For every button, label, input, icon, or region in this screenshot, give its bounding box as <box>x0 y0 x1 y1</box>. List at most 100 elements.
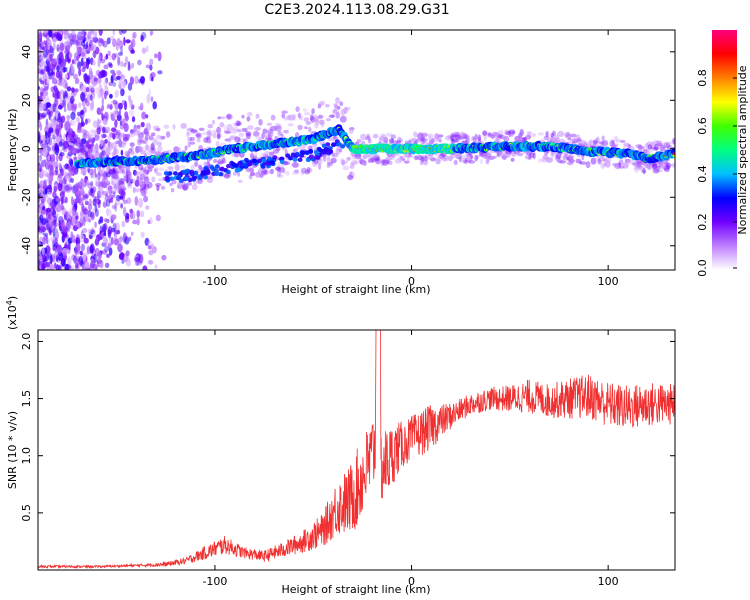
spectrogram-noise-blob <box>88 218 91 223</box>
spectrogram-halo-blob <box>232 171 237 176</box>
spectrogram-halo-blob <box>350 160 357 166</box>
spectrogram-noise-blob <box>92 36 99 43</box>
spectrogram-x-axis-title: Height of straight line (km) <box>281 283 430 296</box>
spectrogram-halo-blob <box>262 128 268 134</box>
spectrogram-halo-blob <box>348 127 354 134</box>
spectrogram-halo-blob <box>90 168 95 174</box>
spectrogram-halo-blob <box>110 142 118 149</box>
spectrogram-noise-blob <box>56 44 60 52</box>
spectrogram-halo-blob <box>434 133 440 140</box>
spectrogram-noise-blob <box>106 104 110 109</box>
spectrogram-noise-blob <box>100 69 105 79</box>
colorbar-tick-label: 0.0 <box>696 259 709 277</box>
spectrogram-halo-blob <box>155 127 161 132</box>
spectrogram-halo-blob <box>139 177 143 184</box>
spectrogram-noise-blob <box>108 140 111 149</box>
spectrogram-halo-blob <box>457 133 463 138</box>
spectrogram-halo-blob <box>551 152 555 159</box>
spectrogram-noise-blob <box>43 170 48 177</box>
spectrogram-halo-blob <box>518 139 524 144</box>
spectrogram-halo-blob <box>140 131 148 135</box>
spectrogram-noise-blob <box>112 111 118 116</box>
spectrogram-halo-blob <box>601 135 605 141</box>
spectrogram-noise-blob <box>112 192 116 199</box>
spectrogram-halo-blob <box>142 189 148 195</box>
spectrogram-noise-blob <box>94 150 100 158</box>
spectrogram-halo-blob <box>511 130 516 135</box>
spectrogram-halo-blob <box>577 137 581 140</box>
spectrogram-halo-blob <box>167 166 174 170</box>
spectrogram-noise-blob <box>101 190 104 195</box>
spectrogram-noise-blob <box>146 93 151 104</box>
spectrogram-noise-blob <box>68 241 71 251</box>
spectrogram-halo-blob <box>151 176 156 183</box>
spectrogram-noise-blob <box>60 218 65 228</box>
spectrogram-halo-blob <box>518 132 523 139</box>
spectrogram-halo-blob <box>619 165 625 169</box>
spectrogram-noise-blob <box>71 87 75 93</box>
spectrogram-halo-blob <box>147 145 151 153</box>
spectrogram-halo-blob <box>332 136 338 140</box>
spectrogram-halo-blob <box>373 156 379 162</box>
spectrogram-halo-blob <box>70 149 75 156</box>
spectrogram-noise-blob <box>86 133 92 141</box>
spectrogram-noise-blob <box>121 80 127 88</box>
spectrogram-halo-blob <box>652 168 660 174</box>
spectrogram-halo-blob <box>431 137 435 144</box>
spectrogram-noise-blob <box>57 173 61 179</box>
spectrogram-halo-blob <box>554 154 561 161</box>
spectrogram-halo-blob <box>137 138 142 146</box>
spectrogram-halo-blob <box>644 162 649 169</box>
spectrogram-noise-blob <box>98 52 103 61</box>
spectrogram-halo-blob <box>190 141 196 145</box>
spectrogram-x-tick-label: 100 <box>598 275 619 288</box>
spectrogram-noise-blob <box>149 217 153 224</box>
spectrogram-noise-blob <box>86 75 91 85</box>
spectrogram-halo-blob <box>64 175 71 180</box>
spectrogram-noise-blob <box>97 202 101 209</box>
spectrogram-noise-blob <box>70 178 74 183</box>
spectrogram-noise-blob <box>92 198 97 207</box>
spectrogram-halo-blob <box>623 156 628 160</box>
spectrogram-halo-blob <box>349 171 353 178</box>
spectrogram-halo-blob <box>246 116 251 122</box>
spectrogram-halo-blob <box>580 140 587 145</box>
spectrogram-noise-blob <box>145 64 151 69</box>
spectrogram-halo-blob <box>460 131 465 139</box>
spectrogram-noise-blob <box>102 181 108 189</box>
spectrogram-noise-blob <box>124 56 129 65</box>
spectrogram-noise-blob <box>112 172 118 180</box>
spectrogram-noise-blob <box>137 59 142 66</box>
spectrogram-halo-blob <box>307 166 311 173</box>
spectrogram-halo-blob <box>363 160 367 167</box>
spectrogram-noise-blob <box>70 166 76 176</box>
spectrogram-noise-blob <box>66 86 72 92</box>
spectrogram-halo-blob <box>130 146 134 152</box>
spectrogram-halo-blob <box>97 165 102 172</box>
spectrogram-halo-blob <box>226 127 230 135</box>
spectrogram-halo-blob <box>108 142 115 147</box>
spectrogram-noise-blob <box>93 167 97 176</box>
spectrogram-halo-blob <box>104 129 108 134</box>
spectrogram-noise-blob <box>86 34 90 43</box>
spectrogram-halo-blob <box>485 151 492 159</box>
spectrogram-branch-blob <box>299 153 305 158</box>
spectrogram-halo-blob <box>139 182 145 188</box>
spectrogram-noise-blob <box>118 188 123 195</box>
spectrogram-halo-blob <box>80 170 85 175</box>
spectrogram-halo-blob <box>103 143 109 150</box>
spectrogram-halo-blob <box>650 166 658 171</box>
spectrogram-noise-blob <box>83 260 90 269</box>
spectrogram-halo-blob <box>447 134 453 139</box>
spectrogram-halo-blob <box>653 147 659 151</box>
spectrogram-halo-blob <box>144 176 149 182</box>
spectrogram-halo-blob <box>85 182 92 186</box>
spectrogram-halo-blob <box>141 137 149 145</box>
spectrogram-halo-blob <box>295 106 300 112</box>
spectrogram-noise-blob <box>71 64 75 74</box>
spectrogram-noise-blob <box>45 130 48 139</box>
spectrogram-noise-blob <box>53 255 56 264</box>
spectrogram-halo-blob <box>483 152 488 157</box>
spectrogram-noise-blob <box>59 42 65 51</box>
